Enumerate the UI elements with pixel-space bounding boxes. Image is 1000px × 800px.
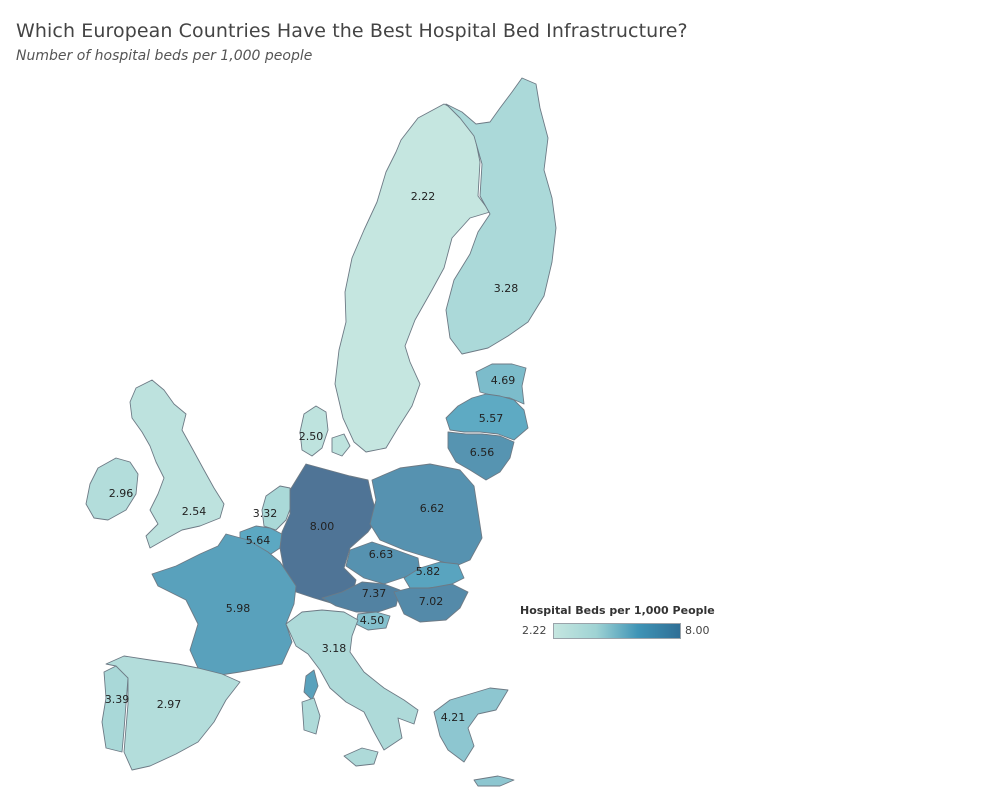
country-lithuania[interactable]: [447, 431, 515, 481]
value-label-greece: 4.21: [441, 711, 466, 724]
value-label-latvia: 5.57: [479, 412, 504, 425]
country-denmark-islands[interactable]: [331, 433, 351, 457]
country-italy-sardinia[interactable]: [301, 697, 321, 735]
country-france[interactable]: [151, 533, 297, 677]
value-label-spain: 2.97: [157, 698, 182, 711]
value-label-slovakia: 5.82: [416, 565, 441, 578]
value-label-czechia: 6.63: [369, 548, 394, 561]
country-sweden[interactable]: [334, 103, 491, 453]
value-label-netherlands: 3.32: [253, 507, 278, 520]
value-label-austria: 7.37: [362, 587, 387, 600]
value-label-portugal: 3.39: [105, 693, 130, 706]
country-hungary[interactable]: [393, 583, 469, 623]
value-label-slovenia: 4.50: [360, 614, 385, 627]
country-ireland[interactable]: [85, 457, 139, 521]
value-label-finland: 3.28: [494, 282, 519, 295]
country-finland[interactable]: [445, 77, 557, 355]
legend-min-label: 2.22: [522, 624, 547, 637]
value-label-france: 5.98: [226, 602, 251, 615]
country-italy-sicily[interactable]: [343, 747, 379, 767]
chart-subtitle: Number of hospital beds per 1,000 people: [16, 48, 313, 64]
value-label-italy: 3.18: [322, 642, 347, 655]
value-label-sweden: 2.22: [411, 190, 436, 203]
country-latvia[interactable]: [445, 393, 529, 441]
country-italy[interactable]: [285, 609, 419, 751]
value-label-lithuania: 6.56: [470, 446, 495, 459]
legend-color-ramp: [553, 623, 681, 639]
value-label-germany: 8.00: [310, 520, 335, 533]
country-france-corsica[interactable]: [303, 669, 319, 701]
value-label-ireland: 2.96: [109, 487, 134, 500]
country-greece-crete[interactable]: [473, 775, 515, 787]
country-uk[interactable]: [129, 379, 225, 549]
value-label-uk: 2.54: [182, 505, 207, 518]
country-denmark[interactable]: [299, 405, 329, 457]
value-label-belgium: 5.64: [246, 534, 271, 547]
value-label-poland: 6.62: [420, 502, 445, 515]
country-portugal[interactable]: [101, 663, 129, 753]
legend-title: Hospital Beds per 1,000 People: [520, 604, 715, 617]
value-label-hungary: 7.02: [419, 595, 444, 608]
legend-max-label: 8.00: [685, 624, 710, 637]
country-poland[interactable]: [369, 463, 483, 567]
country-spain[interactable]: [105, 655, 241, 771]
value-label-denmark: 2.50: [299, 430, 324, 443]
country-netherlands[interactable]: [261, 485, 293, 531]
value-label-estonia: 4.69: [491, 374, 516, 387]
country-greece[interactable]: [433, 687, 509, 763]
chart-title: Which European Countries Have the Best H…: [16, 20, 688, 42]
